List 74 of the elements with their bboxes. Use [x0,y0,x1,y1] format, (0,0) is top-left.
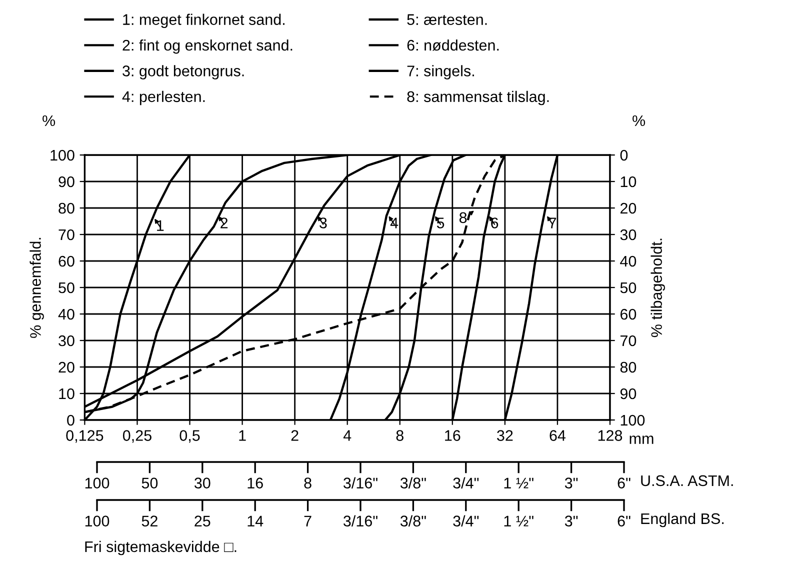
annotation: 1 [157,220,164,231]
y2-tick-label: 40 [620,256,636,267]
category-label: 100 [85,478,110,488]
x-tick-label: 128 [598,430,622,441]
legend-label: 5: ærtesten. [407,14,487,25]
category-label: 3" [564,516,578,526]
x-tick-label: 32 [497,430,513,441]
y-tick-label: 60 [58,256,74,267]
y2-tick-label: 100 [620,414,645,426]
annotation: 4 [390,218,398,228]
category-label: 52 [142,516,158,526]
category-label: 3/8" [400,515,426,526]
category-label: 3/4" [453,477,479,488]
category-label: 3/8" [400,477,426,488]
y-tick-label: 20 [58,362,74,373]
category-label: 3/4" [453,515,479,526]
text: Fri sigtemaskevidde □. [85,540,236,556]
y2-tick-label: 90 [620,388,636,400]
category-label: 6" [618,478,630,488]
y-axis-title: % gennemfald. [30,238,44,338]
category-label: 8 [304,478,312,488]
y-tick-label: 10 [59,388,74,400]
category-label: 30 [194,478,210,488]
category-label: 3/16" [344,515,378,526]
text: % [632,115,646,126]
category-label: 3/16" [344,477,378,488]
legend-label: 1: meget finkornet sand. [123,14,284,28]
legend-label: 2: fint og enskornet sand. [122,39,292,54]
y2-tick-label: 20 [620,202,636,214]
y-tick-label: 100 [50,150,74,161]
y-tick-label: 80 [58,202,74,214]
y-tick-label: 0 [67,414,74,426]
category-label: 7 [304,516,312,526]
x-tick-label: 4 [343,430,352,441]
y2-axis-title: % tilbageholdt. [650,238,666,338]
x-axis-title: mm [630,436,654,444]
y-tick-label: 40 [58,308,74,320]
x-tick-label: 2 [291,430,298,441]
x-tick-label: 64 [550,430,566,441]
category-label: 14 [248,516,264,526]
y2-tick-label: 10 [620,176,636,188]
legend-label: 4: perlesten. [122,90,205,106]
text: U.S.A. ASTM. [641,475,733,486]
category-label: 16 [248,478,263,488]
category-label: 50 [142,478,158,488]
annotation: 8 [459,212,467,224]
legend-label: 3: godt betongrus. [122,65,244,80]
x-tick-label: 0,125 [66,430,104,443]
category-label: 25 [194,516,210,526]
x-tick-label: 0,25 [122,430,152,443]
legend-label: 7: singels. [407,65,474,80]
x-tick-label: 1 [239,430,246,441]
y2-tick-label: 60 [620,308,636,320]
y2-tick-label: 70 [620,335,636,346]
category-label: 100 [85,516,110,526]
text: England BS. [641,512,724,528]
x-tick-label: 0,5 [180,430,200,443]
y-tick-label: 50 [58,282,74,294]
category-label: 1 ½" [504,478,534,488]
category-label: 1 ½" [504,516,534,526]
y-tick-label: 70 [58,229,74,240]
legend-label: 6: nøddesten. [407,39,499,51]
x-tick-label: 16 [445,430,460,441]
y2-tick-label: 0 [620,150,628,161]
category-label: 3" [564,478,578,488]
y-tick-label: 90 [58,176,74,188]
x-tick-label: 8 [396,430,404,441]
y-tick-label: 30 [58,335,74,346]
y2-tick-label: 50 [620,282,636,294]
legend-label: 8: sammensat tilslag. [407,90,549,106]
text: % [42,115,56,126]
category-label: 6" [618,516,630,526]
y2-tick-label: 80 [620,362,636,373]
y2-tick-label: 30 [620,229,636,240]
